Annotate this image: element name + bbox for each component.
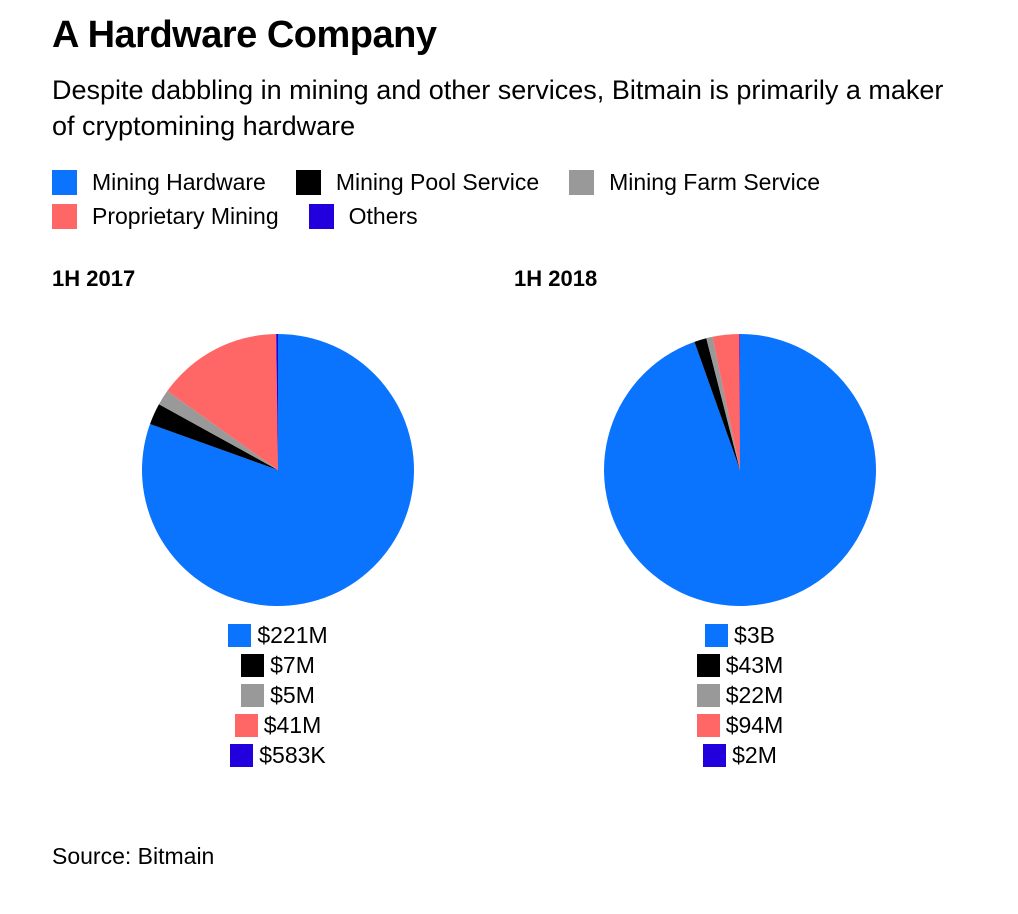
legend-swatch-mining-pool-service — [295, 169, 321, 195]
pie-slice-proprietary-mining — [167, 334, 278, 470]
legend: Mining Hardware Mining Pool Service Mini… — [52, 165, 982, 233]
legend-swatch-others — [308, 203, 334, 229]
pie-slice-mining-farm-service — [158, 391, 278, 470]
value-label-others: $583K — [259, 741, 326, 768]
pie-chart-1h-2018 — [604, 334, 876, 606]
legend-item-proprietary-mining: Proprietary Mining — [52, 203, 279, 230]
value-swatch-mining-farm-service — [696, 683, 720, 707]
legend-item-mining-farm-service: Mining Farm Service — [569, 169, 820, 196]
value-label-mining-farm-service: $5M — [270, 681, 315, 708]
pie-slice-others — [739, 334, 740, 470]
value-row-mining-farm-service: $22M — [696, 680, 784, 710]
value-row-proprietary-mining: $94M — [696, 710, 784, 740]
chart-subtitle: Despite dabbling in mining and other ser… — [52, 75, 944, 141]
value-row-mining-hardware: $221M — [228, 620, 328, 650]
legend-label-mining-farm-service: Mining Farm Service — [609, 168, 821, 195]
value-swatch-others — [703, 743, 727, 767]
value-row-mining-hardware: $3B — [705, 620, 775, 650]
value-list-1h-2018: $3B $43M $22M $94M $2M — [630, 620, 850, 770]
value-swatch-mining-farm-service — [241, 683, 265, 707]
value-label-proprietary-mining: $94M — [725, 711, 784, 738]
value-row-mining-farm-service: $5M — [241, 680, 315, 710]
value-label-mining-farm-service: $22M — [725, 681, 784, 708]
value-row-mining-pool-service: $7M — [241, 650, 315, 680]
legend-item-mining-hardware: Mining Hardware — [52, 169, 266, 196]
pie-slice-others — [276, 334, 278, 470]
legend-label-proprietary-mining: Proprietary Mining — [92, 202, 279, 229]
value-label-proprietary-mining: $41M — [263, 711, 322, 738]
legend-row: Mining Hardware Mining Pool Service Mini… — [52, 165, 982, 199]
pie-slice-mining-farm-service — [706, 336, 740, 470]
value-row-mining-pool-service: $43M — [696, 650, 784, 680]
pie-slice-mining-pool-service — [149, 404, 278, 470]
value-row-proprietary-mining: $41M — [234, 710, 322, 740]
legend-swatch-mining-farm-service — [569, 169, 595, 195]
value-row-others: $2M — [703, 740, 777, 770]
pie-chart-1h-2017 — [142, 334, 414, 606]
legend-label-mining-pool-service: Mining Pool Service — [335, 168, 540, 195]
value-label-mining-hardware: $221M — [257, 621, 328, 648]
legend-label-mining-hardware: Mining Hardware — [92, 168, 266, 195]
pie-slice-mining-hardware — [142, 334, 414, 606]
source-note: Source: Bitmain — [52, 843, 215, 869]
value-swatch-mining-hardware — [228, 623, 252, 647]
value-label-mining-pool-service: $7M — [270, 651, 315, 678]
value-swatch-mining-hardware — [705, 623, 729, 647]
value-row-others: $583K — [230, 740, 326, 770]
value-label-others: $2M — [732, 741, 777, 768]
pie-slice-proprietary-mining — [712, 334, 740, 470]
value-label-mining-hardware: $3B — [734, 621, 775, 648]
value-list-1h-2017: $221M $7M $5M $41M $583K — [168, 620, 388, 770]
panel-title-1h-2018: 1H 2018 — [514, 266, 598, 291]
legend-label-others: Others — [348, 202, 418, 229]
legend-row: Proprietary Mining Others — [52, 199, 982, 233]
value-swatch-mining-pool-service — [696, 653, 720, 677]
panel-title-1h-2017: 1H 2017 — [52, 266, 136, 291]
legend-item-mining-pool-service: Mining Pool Service — [295, 168, 540, 196]
legend-swatch-proprietary-mining — [52, 203, 77, 229]
value-swatch-proprietary-mining — [696, 713, 720, 737]
value-swatch-proprietary-mining — [234, 713, 258, 737]
legend-item-others: Others — [308, 202, 418, 230]
value-swatch-others — [230, 743, 254, 767]
pie-slice-mining-pool-service — [694, 338, 740, 470]
value-label-mining-pool-service: $43M — [725, 651, 784, 678]
chart-title: A Hardware Company — [52, 14, 437, 56]
value-swatch-mining-pool-service — [241, 653, 265, 677]
legend-swatch-mining-hardware — [52, 169, 77, 195]
